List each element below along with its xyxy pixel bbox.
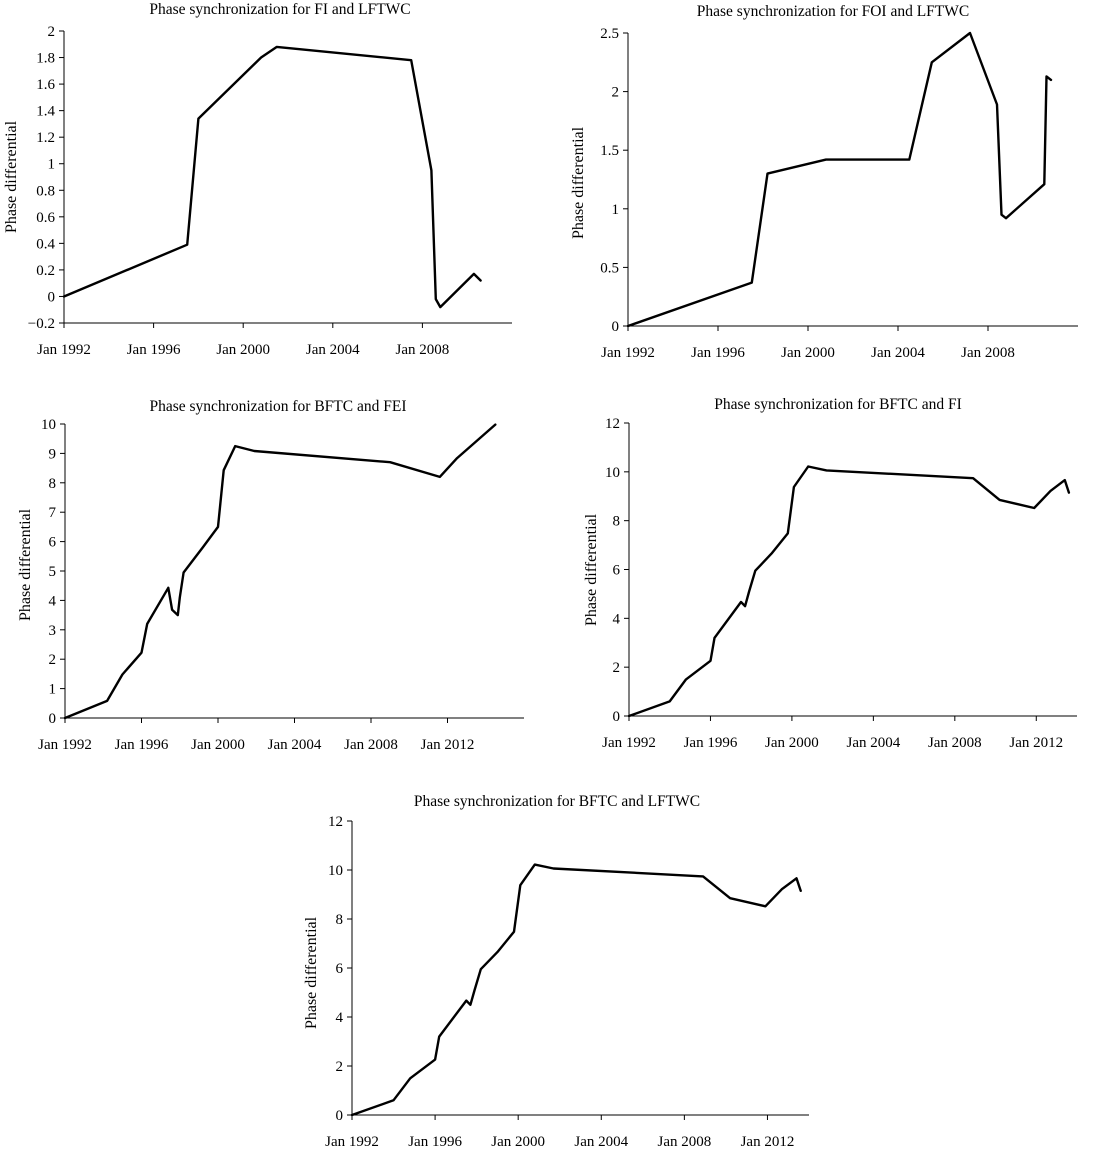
x-tick-label: Jan 2008 bbox=[657, 1134, 711, 1150]
x-tick-label: Jan 2008 bbox=[961, 345, 1015, 361]
y-tick-label: 8 bbox=[49, 476, 57, 492]
y-tick-label: 0 bbox=[336, 1108, 344, 1124]
y-tick-label: 0 bbox=[612, 319, 620, 335]
x-tick-label: Jan 1992 bbox=[602, 735, 656, 751]
plot-area: 0 2 4 6 8 10 12 Jan 1992 Jan 1996 Jan 2000 Jan 200… bbox=[325, 814, 809, 1150]
chart-panel-2: Phase synchronization for FOI and LFTWC … bbox=[570, 3, 1078, 361]
y-tick-label: 4 bbox=[613, 611, 621, 627]
x-tick-label: Jan 2004 bbox=[574, 1134, 628, 1150]
y-tick-label: 1 bbox=[612, 202, 620, 218]
y-tick-label: 6 bbox=[336, 961, 344, 977]
y-tick-label: 0 bbox=[48, 289, 56, 305]
chart-panel-5: Phase synchronization for BFTC and LFTWC… bbox=[303, 793, 809, 1150]
x-tick-label: Jan 1996 bbox=[127, 342, 181, 358]
y-tick-label: 2 bbox=[336, 1059, 344, 1075]
chart-title: Phase synchronization for FOI and LFTWC bbox=[697, 3, 970, 20]
y-axis-label: Phase differential bbox=[570, 126, 587, 239]
plot-area: −0.2 0 0.2 0.4 0.6 0.8 1 1.2 1.4 1.6 1.8 2 Jan 1992 J… bbox=[28, 24, 512, 358]
y-tick-label: 1 bbox=[49, 682, 57, 698]
series-line bbox=[350, 863, 802, 1117]
y-tick-label: 2 bbox=[48, 24, 56, 40]
chart-title: Phase synchronization for BFTC and FI bbox=[714, 396, 962, 413]
y-tick-label: 1.4 bbox=[36, 104, 55, 120]
x-tick-label: Jan 1992 bbox=[601, 345, 655, 361]
series-line bbox=[62, 45, 482, 309]
y-axis-label: Phase differential bbox=[17, 508, 34, 621]
y-tick-label: 0.6 bbox=[36, 210, 55, 226]
x-tick-label: Jan 2004 bbox=[846, 735, 900, 751]
y-axis-label: Phase differential bbox=[583, 513, 600, 626]
y-tick-label: 8 bbox=[336, 912, 344, 928]
y-tick-label: 1.5 bbox=[600, 143, 619, 159]
y-tick-label: 3 bbox=[49, 623, 57, 639]
x-tick-label: Jan 1996 bbox=[408, 1134, 462, 1150]
x-tick-label: Jan 1992 bbox=[37, 342, 91, 358]
y-tick-label: 0 bbox=[613, 709, 621, 725]
series-line bbox=[627, 465, 1071, 718]
x-tick-label: Jan 2008 bbox=[344, 737, 398, 753]
y-tick-label: 2 bbox=[612, 85, 620, 101]
y-tick-label: 10 bbox=[328, 863, 343, 879]
y-tick-label: 2.5 bbox=[600, 26, 619, 42]
chart-panel-3: Phase synchronization for BFTC and FEI P… bbox=[17, 398, 524, 753]
x-tick-label: Jan 2000 bbox=[765, 735, 819, 751]
y-tick-label: 1.2 bbox=[36, 130, 55, 146]
x-tick-label: Jan 2012 bbox=[741, 1134, 795, 1150]
y-tick-label: 9 bbox=[49, 446, 57, 462]
x-tick-label: Jan 2004 bbox=[871, 345, 925, 361]
plot-area: 0 0.5 1 1.5 2 2.5 Jan 1992 Jan 1996 Jan 2000 Jan … bbox=[600, 26, 1078, 361]
y-axis-label: Phase differential bbox=[303, 916, 320, 1029]
x-tick-label: Jan 1996 bbox=[691, 345, 745, 361]
series-line bbox=[626, 31, 1053, 328]
x-tick-label: Jan 2008 bbox=[928, 735, 982, 751]
x-tick-label: Jan 2012 bbox=[1009, 735, 1063, 751]
y-tick-label: 2 bbox=[613, 660, 621, 676]
chart-title: Phase synchronization for BFTC and FEI bbox=[149, 398, 406, 415]
x-tick-label: Jan 1996 bbox=[115, 737, 169, 753]
y-tick-label: 8 bbox=[613, 514, 621, 530]
y-tick-label: 12 bbox=[605, 416, 620, 432]
y-tick-label: 1.6 bbox=[36, 77, 55, 93]
x-tick-label: Jan 1992 bbox=[38, 737, 92, 753]
series-line bbox=[63, 423, 497, 720]
y-tick-label: 0.5 bbox=[600, 260, 619, 276]
y-tick-label: 1.8 bbox=[36, 51, 55, 67]
y-tick-label: 0.4 bbox=[36, 236, 55, 252]
y-tick-label: 0.8 bbox=[36, 183, 55, 199]
x-tick-label: Jan 2004 bbox=[268, 737, 322, 753]
x-tick-label: Jan 2000 bbox=[781, 345, 835, 361]
y-tick-label: 7 bbox=[49, 505, 57, 521]
y-tick-label: 10 bbox=[605, 465, 620, 481]
y-tick-label: 4 bbox=[336, 1010, 344, 1026]
x-tick-label: Jan 2000 bbox=[216, 342, 270, 358]
y-tick-label: 0.2 bbox=[36, 263, 55, 279]
y-tick-label: 2 bbox=[49, 652, 57, 668]
y-tick-label: 10 bbox=[41, 417, 56, 433]
x-tick-label: Jan 2000 bbox=[491, 1134, 545, 1150]
plot-area: 0 2 4 6 8 10 12 Jan 1992 Jan 1996 Jan 2000 Jan 200… bbox=[602, 416, 1077, 751]
y-tick-label: 6 bbox=[613, 563, 621, 579]
y-tick-label: 6 bbox=[49, 535, 57, 551]
x-tick-label: Jan 1992 bbox=[325, 1134, 379, 1150]
x-tick-label: Jan 2012 bbox=[421, 737, 475, 753]
x-tick-label: Jan 1996 bbox=[684, 735, 738, 751]
x-tick-label: Jan 2000 bbox=[191, 737, 245, 753]
y-tick-label: 4 bbox=[49, 593, 57, 609]
chart-panel-4: Phase synchronization for BFTC and FI Ph… bbox=[583, 396, 1077, 751]
chart-title: Phase synchronization for BFTC and LFTWC bbox=[414, 793, 700, 810]
x-tick-label: Jan 2008 bbox=[396, 342, 450, 358]
y-tick-label: 1 bbox=[48, 157, 56, 173]
y-tick-label: 5 bbox=[49, 564, 57, 580]
chart-title: Phase synchronization for FI and LFTWC bbox=[149, 1, 410, 18]
plot-area: 0 1 2 3 4 5 6 7 8 9 10 Jan 1992 Jan 1996 Jan 2000 Jan … bbox=[38, 417, 524, 753]
x-tick-label: Jan 2004 bbox=[306, 342, 360, 358]
y-tick-label: 0 bbox=[49, 711, 57, 727]
y-tick-label: 12 bbox=[328, 814, 343, 830]
y-axis-label: Phase differential bbox=[3, 120, 20, 233]
chart-panel-1: Phase synchronization for FI and LFTWC P… bbox=[3, 1, 512, 358]
y-tick-label: −0.2 bbox=[28, 316, 55, 332]
